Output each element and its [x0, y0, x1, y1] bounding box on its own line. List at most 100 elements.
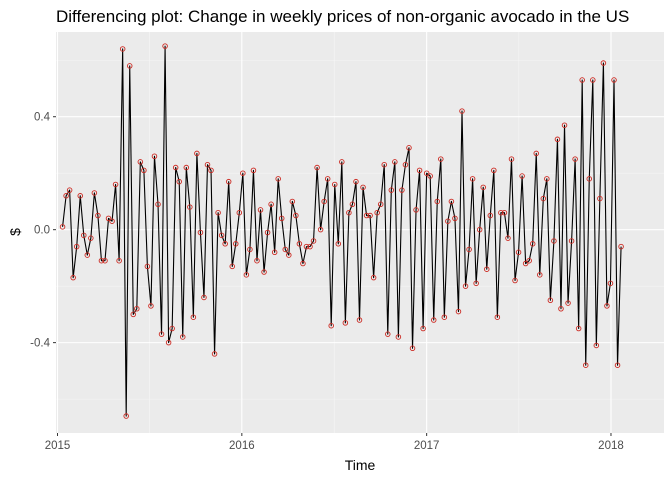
data-point	[130, 311, 137, 318]
data-point	[116, 257, 122, 264]
data-point	[540, 195, 547, 202]
data-point	[374, 209, 380, 216]
y-tick-label: 0.4	[34, 112, 51, 124]
data-point	[551, 238, 557, 244]
data-point	[328, 322, 334, 329]
data-point	[264, 229, 271, 236]
data-point	[112, 181, 119, 188]
data-point	[247, 246, 253, 253]
data-point	[494, 314, 501, 320]
data-point	[515, 249, 522, 256]
data-point	[126, 63, 133, 69]
data-point	[335, 241, 342, 247]
data-point	[172, 164, 179, 171]
data-point	[600, 60, 607, 66]
data-point	[498, 209, 504, 216]
data-point	[381, 161, 387, 168]
x-tick-label: 2018	[598, 440, 624, 452]
data-point	[59, 224, 66, 230]
data-point	[505, 235, 511, 241]
data-point	[575, 325, 582, 332]
data-point	[508, 156, 515, 162]
data-point	[155, 201, 161, 208]
data-point	[73, 243, 80, 250]
data-point	[165, 339, 172, 346]
data-point	[445, 218, 451, 224]
data-point	[158, 331, 165, 337]
data-point	[604, 303, 610, 309]
data-point	[420, 325, 426, 332]
data-point	[565, 300, 571, 306]
data-point	[473, 280, 479, 287]
data-point	[462, 283, 469, 289]
data-point	[310, 238, 317, 244]
data-point	[614, 362, 621, 368]
data-point	[579, 77, 585, 83]
data-point	[455, 308, 462, 315]
data-point	[385, 331, 391, 337]
data-point	[179, 334, 186, 340]
data-point	[607, 280, 614, 287]
data-point	[95, 212, 101, 219]
data-point	[547, 297, 554, 304]
data-point	[119, 46, 126, 52]
data-point	[370, 274, 377, 281]
data-point	[512, 277, 518, 284]
data-point	[296, 241, 303, 247]
data-point	[392, 159, 398, 165]
series-line	[62, 45, 622, 417]
y-tick-label: 0.0	[34, 225, 50, 237]
data-point	[271, 249, 278, 256]
data-point	[278, 215, 285, 222]
data-point	[293, 212, 299, 219]
x-axis: 2015 2016 2017 2018	[45, 433, 624, 452]
data-point	[339, 159, 345, 165]
data-point	[353, 178, 359, 185]
data-point	[466, 246, 472, 253]
data-point	[399, 187, 405, 193]
data-point	[480, 184, 486, 191]
data-point	[476, 226, 483, 233]
data-point	[491, 167, 497, 174]
data-point	[568, 238, 575, 244]
data-point	[300, 260, 306, 267]
data-point	[162, 43, 168, 49]
data-point	[321, 198, 327, 205]
data-point	[102, 257, 108, 264]
data-point	[204, 161, 211, 168]
data-point	[416, 167, 423, 174]
data-point	[151, 153, 158, 159]
data-point	[558, 306, 564, 312]
data-point	[275, 176, 281, 182]
plot-panel	[56, 32, 664, 433]
data-point	[201, 294, 207, 301]
data-point	[618, 243, 624, 250]
data-point	[187, 204, 193, 210]
data-point	[303, 243, 310, 250]
data-point	[441, 314, 448, 320]
data-point	[66, 187, 73, 193]
data-point	[141, 167, 147, 174]
data-point	[469, 176, 476, 182]
data-point	[289, 198, 296, 205]
data-point	[137, 159, 144, 165]
data-point	[91, 190, 98, 196]
data-point	[593, 342, 600, 349]
data-point	[561, 122, 568, 128]
x-tick-label: 2017	[414, 440, 440, 452]
data-point	[356, 317, 363, 323]
data-point	[243, 272, 250, 278]
data-point	[597, 195, 603, 202]
data-point	[544, 176, 550, 182]
data-point	[190, 314, 197, 320]
data-point	[88, 235, 94, 241]
data-point	[427, 173, 433, 179]
data-point	[282, 246, 289, 253]
data-point	[459, 108, 465, 114]
data-point	[522, 260, 529, 267]
data-point	[367, 212, 373, 219]
data-point	[222, 241, 228, 247]
data-point	[430, 317, 437, 323]
data-point	[452, 215, 458, 222]
series-line-layer	[62, 45, 622, 417]
